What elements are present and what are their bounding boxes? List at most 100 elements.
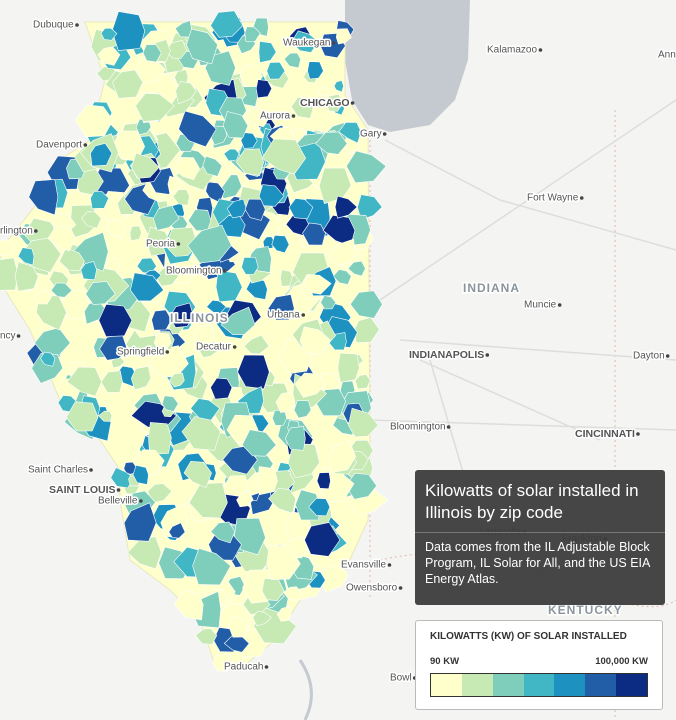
zip-area[interactable] bbox=[210, 521, 236, 544]
zip-area[interactable] bbox=[308, 497, 331, 517]
zip-area[interactable] bbox=[142, 44, 162, 63]
zip-area[interactable] bbox=[335, 28, 352, 45]
zip-area[interactable] bbox=[349, 290, 383, 319]
zip-area[interactable] bbox=[243, 334, 270, 355]
zip-area[interactable] bbox=[211, 653, 232, 672]
zip-area[interactable] bbox=[47, 225, 77, 252]
zip-area[interactable] bbox=[237, 354, 270, 390]
zip-area[interactable] bbox=[236, 490, 254, 508]
zip-area[interactable] bbox=[241, 429, 277, 457]
zip-area[interactable] bbox=[151, 309, 172, 331]
zip-area[interactable] bbox=[31, 353, 64, 384]
zip-area[interactable] bbox=[135, 92, 175, 123]
zip-area[interactable] bbox=[303, 274, 332, 295]
zip-area[interactable] bbox=[325, 93, 343, 112]
zip-area[interactable] bbox=[275, 391, 296, 413]
zip-area[interactable] bbox=[40, 351, 56, 367]
zip-area[interactable] bbox=[202, 155, 223, 177]
zip-area[interactable] bbox=[59, 247, 85, 272]
zip-area[interactable] bbox=[127, 536, 162, 570]
zip-area[interactable] bbox=[147, 483, 173, 504]
zip-area[interactable] bbox=[97, 46, 121, 66]
zip-area[interactable] bbox=[65, 401, 99, 432]
zip-area[interactable] bbox=[333, 80, 344, 93]
zip-area[interactable] bbox=[222, 111, 249, 139]
zip-area[interactable] bbox=[132, 464, 149, 485]
zip-area[interactable] bbox=[223, 148, 240, 162]
zip-area[interactable] bbox=[161, 395, 179, 412]
zip-area[interactable] bbox=[123, 502, 157, 542]
zip-area[interactable] bbox=[17, 247, 35, 266]
zip-area[interactable] bbox=[0, 257, 19, 291]
zip-area[interactable] bbox=[258, 40, 277, 64]
zip-area[interactable] bbox=[346, 150, 387, 184]
zip-area[interactable] bbox=[130, 272, 165, 302]
zip-area[interactable] bbox=[0, 239, 15, 256]
zip-area[interactable] bbox=[244, 26, 261, 42]
zip-area[interactable] bbox=[110, 467, 135, 489]
zip-area[interactable] bbox=[168, 522, 186, 539]
zip-area[interactable] bbox=[334, 195, 358, 219]
zip-area[interactable] bbox=[220, 306, 256, 335]
zip-area[interactable] bbox=[187, 224, 232, 264]
zip-area[interactable] bbox=[302, 222, 326, 246]
zip-area[interactable] bbox=[267, 294, 295, 321]
zip-area[interactable] bbox=[210, 377, 233, 400]
zip-area[interactable] bbox=[169, 372, 185, 388]
zip-area[interactable] bbox=[74, 104, 114, 138]
zip-area[interactable] bbox=[257, 466, 278, 496]
zip-area[interactable] bbox=[327, 440, 357, 474]
zip-area[interactable] bbox=[240, 132, 258, 149]
zip-area[interactable] bbox=[195, 628, 218, 645]
zip-area[interactable] bbox=[85, 281, 116, 305]
zip-area[interactable] bbox=[226, 198, 247, 219]
zip-area[interactable] bbox=[307, 61, 324, 80]
zip-area[interactable] bbox=[315, 131, 348, 155]
zip-area[interactable] bbox=[215, 269, 243, 303]
zip-area[interactable] bbox=[261, 138, 307, 175]
zip-area[interactable] bbox=[186, 28, 218, 65]
zip-area[interactable] bbox=[173, 157, 200, 181]
zip-area[interactable] bbox=[241, 257, 259, 275]
zip-area[interactable] bbox=[80, 261, 97, 281]
zip-area[interactable] bbox=[294, 372, 327, 398]
zip-area[interactable] bbox=[183, 460, 212, 488]
zip-area[interactable] bbox=[245, 105, 270, 127]
zip-area[interactable] bbox=[304, 522, 341, 557]
zip-area[interactable] bbox=[98, 410, 113, 422]
zip-area[interactable] bbox=[284, 426, 306, 451]
zip-area[interactable] bbox=[172, 189, 190, 206]
zip-area[interactable] bbox=[287, 443, 320, 479]
zip-area[interactable] bbox=[192, 547, 231, 586]
zip-area[interactable] bbox=[90, 142, 113, 167]
zip-area[interactable] bbox=[178, 110, 217, 148]
zip-area[interactable] bbox=[239, 64, 264, 88]
zip-area[interactable] bbox=[337, 352, 360, 383]
zip-area[interactable] bbox=[258, 184, 285, 207]
zip-area[interactable] bbox=[175, 81, 197, 105]
zip-area[interactable] bbox=[105, 218, 126, 240]
zip-area[interactable] bbox=[266, 544, 301, 580]
zip-area[interactable] bbox=[244, 198, 266, 221]
zip-area[interactable] bbox=[66, 366, 102, 397]
zip-area[interactable] bbox=[98, 303, 133, 338]
zip-area[interactable] bbox=[81, 211, 102, 229]
zip-area[interactable] bbox=[129, 225, 142, 242]
zip-area[interactable] bbox=[28, 179, 59, 216]
zip-area[interactable] bbox=[152, 205, 180, 231]
zip-area[interactable] bbox=[299, 326, 332, 355]
zip-area[interactable] bbox=[348, 407, 379, 438]
zip-area[interactable] bbox=[316, 472, 331, 490]
zip-area[interactable] bbox=[252, 610, 272, 627]
zip-area[interactable] bbox=[228, 615, 248, 638]
zip-area[interactable] bbox=[50, 282, 73, 298]
zip-area[interactable] bbox=[112, 69, 144, 99]
zip-area[interactable] bbox=[235, 148, 265, 176]
zip-area[interactable] bbox=[271, 234, 290, 254]
zip-area[interactable] bbox=[266, 61, 286, 80]
zip-area[interactable] bbox=[111, 11, 146, 51]
zip-area[interactable] bbox=[100, 27, 118, 41]
zip-area[interactable] bbox=[276, 606, 292, 622]
zip-area[interactable] bbox=[318, 87, 330, 97]
